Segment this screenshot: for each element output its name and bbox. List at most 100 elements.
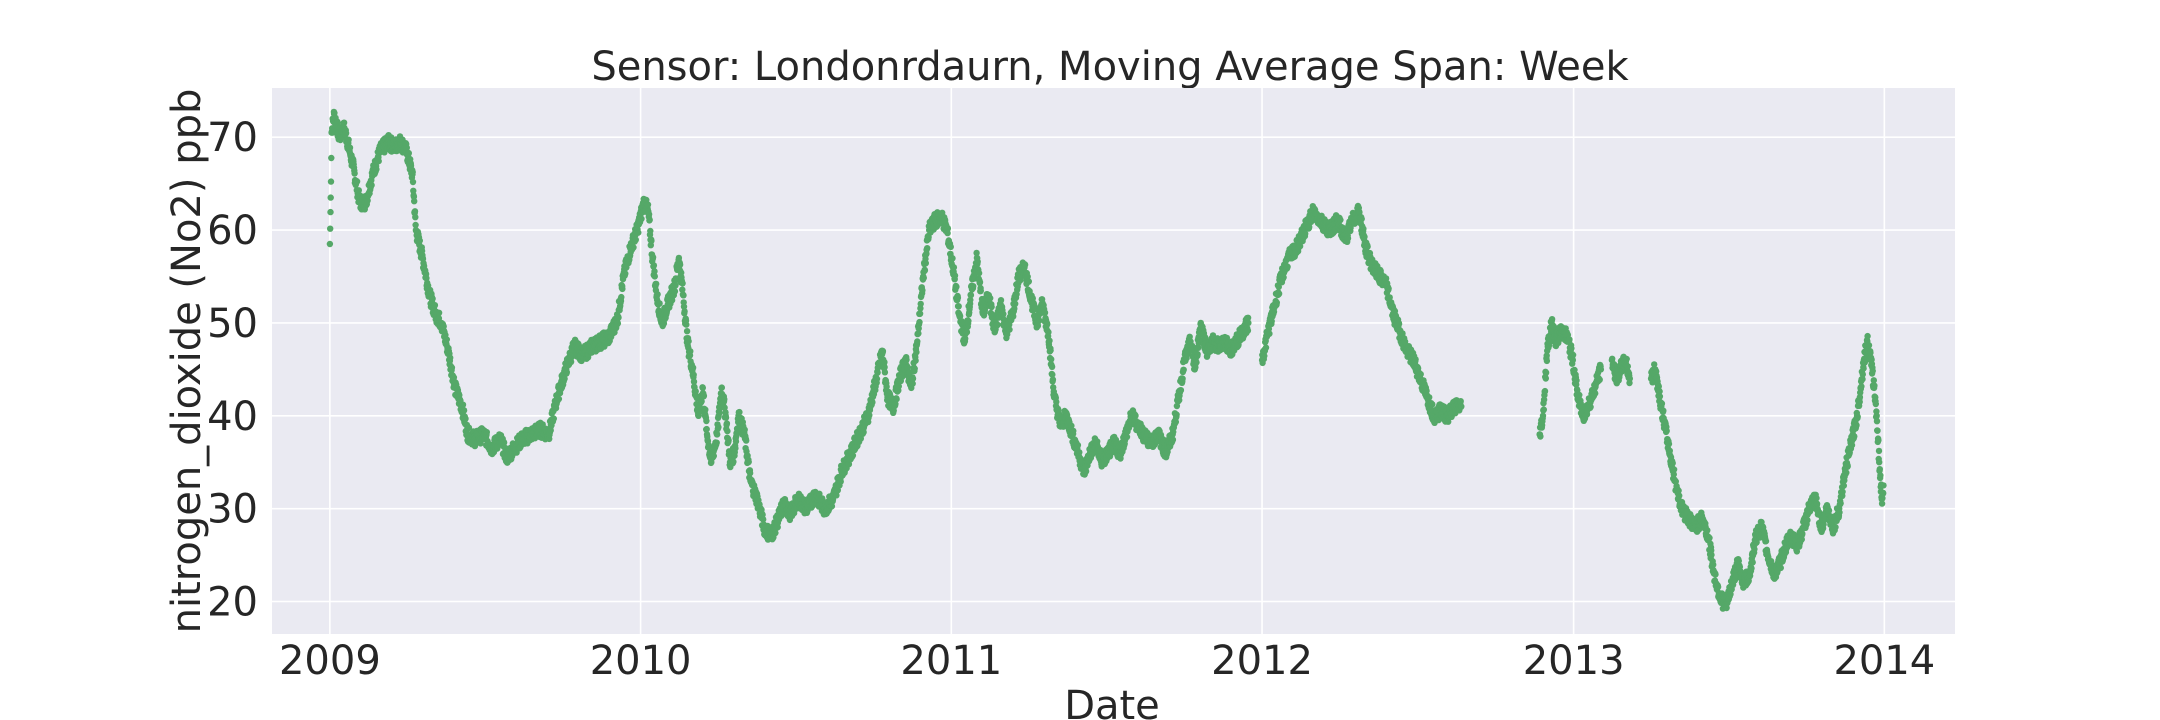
data-point-interp [465, 424, 473, 431]
data-point-interp [1541, 387, 1549, 395]
data-point-interp [1576, 391, 1583, 399]
data-point-interp [994, 321, 1001, 328]
data-point-interp [1173, 402, 1181, 410]
data-point-interp [837, 478, 844, 485]
data-point-interp [700, 392, 708, 399]
data-point-interp [1011, 305, 1018, 312]
data-point-interp [913, 349, 920, 356]
data-point-interp [1457, 398, 1464, 405]
data-point-interp [483, 429, 490, 436]
data-point-interp [1262, 344, 1270, 351]
data-point-interp [679, 280, 686, 287]
data-point-interp [1046, 337, 1053, 344]
data-point-interp [412, 214, 419, 221]
data-point-interp [683, 328, 691, 335]
data-point [714, 431, 721, 438]
data-point-interp [1173, 411, 1180, 418]
data-point-interp [410, 187, 417, 194]
data-point-interp [345, 136, 352, 143]
data-point-interp [644, 201, 652, 208]
data-point-interp [1762, 537, 1770, 545]
data-point-interp [962, 335, 969, 342]
data-point-interp [327, 208, 334, 216]
data-point-interp [1669, 459, 1676, 467]
data-point-interp [1417, 371, 1424, 378]
data-point-interp [1275, 283, 1283, 291]
data-point-interp [698, 398, 705, 405]
data-point-interp [716, 409, 723, 417]
data-point-interp [1207, 346, 1214, 353]
data-point-interp [649, 254, 657, 261]
data-point-interp [1306, 223, 1313, 231]
data-point-interp [1024, 273, 1031, 280]
data-point-interp [409, 178, 417, 186]
data-point-interp [916, 310, 924, 317]
data-point-interp [944, 225, 952, 232]
data-point-interp [1172, 418, 1180, 426]
data-point-interp [883, 383, 890, 390]
data-point-interp [1132, 412, 1139, 419]
data-point-interp [1537, 433, 1544, 440]
data-point-interp [1004, 331, 1011, 338]
data-point-interp [965, 317, 972, 325]
data-point-interp [500, 439, 508, 446]
data-point-interp [1548, 316, 1556, 323]
data-point-interp [1856, 394, 1864, 401]
data-point-interp [1676, 492, 1683, 499]
data-point-interp [702, 406, 709, 413]
data-point-interp [1837, 500, 1844, 507]
data-point-interp [1034, 322, 1042, 330]
data-point-interp [976, 278, 984, 286]
data-point-interp [1010, 313, 1017, 320]
data-point-interp [1860, 365, 1867, 372]
data-point [1045, 329, 1052, 336]
data-point-interp [340, 119, 348, 126]
data-point-interp [1036, 317, 1043, 324]
data-point [967, 291, 975, 299]
data-point [327, 194, 334, 201]
data-point-interp [970, 283, 977, 290]
data-point-interp [1382, 275, 1390, 282]
data-point-interp [1542, 369, 1550, 376]
data-point-interp [1048, 356, 1055, 363]
data-point-interp [650, 262, 658, 269]
data-point-interp [974, 258, 981, 265]
data-point-interp [745, 458, 752, 466]
data-point-interp [772, 529, 779, 537]
data-point-interp [671, 288, 679, 295]
data-point-interp [916, 318, 923, 326]
data-point-interp [351, 170, 358, 177]
data-point-interp [954, 294, 962, 301]
data-point-interp [953, 283, 960, 290]
data-point-interp [1070, 427, 1077, 435]
data-point-interp [443, 336, 450, 343]
data-point-interp [741, 426, 748, 433]
data-point-interp [721, 396, 728, 403]
data-point-interp [920, 274, 927, 282]
data-point-interp [893, 395, 900, 403]
data-point [326, 240, 334, 248]
data-point-interp [678, 269, 685, 276]
data-point-interp [1813, 500, 1821, 507]
data-point-interp [1844, 463, 1851, 470]
data-point-interp [1186, 333, 1193, 340]
data-point-interp [1360, 225, 1367, 232]
data-point-interp [1670, 466, 1678, 473]
data-point-interp [1074, 441, 1082, 449]
data-point-interp [1624, 363, 1632, 370]
data-point-interp [429, 295, 436, 302]
data-point-interp [881, 363, 888, 371]
data-point-interp [1712, 571, 1719, 578]
data-point-interp [656, 300, 663, 307]
data-point-interp [1723, 604, 1730, 612]
data-point-interp [1777, 564, 1785, 572]
data-point-interp [327, 178, 335, 185]
data-point-interp [1041, 309, 1049, 316]
data-point-interp [563, 369, 570, 376]
data-point-interp [1670, 471, 1678, 478]
data-point-interp [1044, 321, 1051, 328]
data-point-interp [1666, 447, 1674, 454]
data-point-interp [710, 452, 717, 460]
data-point-interp [653, 280, 660, 288]
data-point-interp [866, 412, 873, 419]
